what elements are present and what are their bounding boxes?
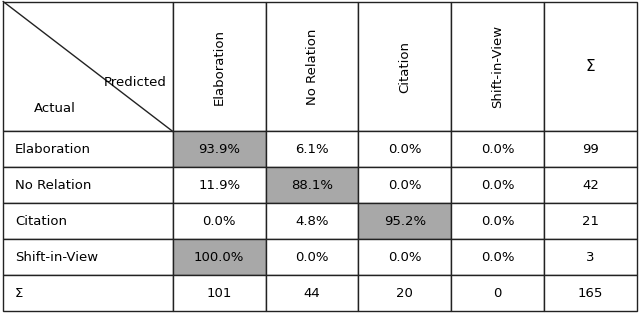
Bar bbox=[358, 2, 451, 131]
Text: Σ: Σ bbox=[15, 287, 24, 300]
Bar bbox=[544, 167, 637, 203]
Bar bbox=[173, 2, 266, 131]
Bar bbox=[451, 239, 544, 275]
Text: 88.1%: 88.1% bbox=[291, 179, 333, 192]
Bar bbox=[451, 203, 544, 239]
Bar bbox=[173, 275, 266, 311]
Text: 95.2%: 95.2% bbox=[384, 215, 426, 228]
Text: 101: 101 bbox=[207, 287, 232, 300]
Bar bbox=[173, 203, 266, 239]
Bar bbox=[544, 275, 637, 311]
Text: 0.0%: 0.0% bbox=[481, 179, 515, 192]
Bar bbox=[358, 131, 451, 167]
Text: 0.0%: 0.0% bbox=[295, 251, 329, 264]
Text: No Relation: No Relation bbox=[305, 28, 319, 105]
Bar bbox=[451, 2, 544, 131]
Text: Shift-in-View: Shift-in-View bbox=[491, 25, 504, 108]
Text: 0: 0 bbox=[493, 287, 502, 300]
Text: 0.0%: 0.0% bbox=[388, 251, 422, 264]
Text: Predicted: Predicted bbox=[104, 76, 167, 89]
Text: 0.0%: 0.0% bbox=[481, 143, 515, 156]
Bar bbox=[358, 239, 451, 275]
Text: Citation: Citation bbox=[15, 215, 67, 228]
Text: 42: 42 bbox=[582, 179, 599, 192]
Bar bbox=[3, 239, 173, 275]
Bar bbox=[358, 203, 451, 239]
Text: 11.9%: 11.9% bbox=[198, 179, 240, 192]
Text: Shift-in-View: Shift-in-View bbox=[15, 251, 98, 264]
Text: 0.0%: 0.0% bbox=[481, 251, 515, 264]
Bar bbox=[358, 275, 451, 311]
Text: 3: 3 bbox=[586, 251, 595, 264]
Bar bbox=[3, 167, 173, 203]
Bar bbox=[544, 131, 637, 167]
Text: Elaboration: Elaboration bbox=[212, 28, 226, 105]
Bar bbox=[451, 131, 544, 167]
Text: 0.0%: 0.0% bbox=[202, 215, 236, 228]
Bar bbox=[3, 203, 173, 239]
Bar bbox=[266, 239, 358, 275]
Text: Σ: Σ bbox=[586, 59, 595, 74]
Bar bbox=[451, 275, 544, 311]
Bar bbox=[266, 275, 358, 311]
Text: 6.1%: 6.1% bbox=[295, 143, 329, 156]
Text: 100.0%: 100.0% bbox=[194, 251, 244, 264]
Bar bbox=[544, 2, 637, 131]
Text: Elaboration: Elaboration bbox=[15, 143, 91, 156]
Bar bbox=[3, 131, 173, 167]
Text: 20: 20 bbox=[396, 287, 413, 300]
Bar bbox=[544, 239, 637, 275]
Text: No Relation: No Relation bbox=[15, 179, 92, 192]
Bar bbox=[358, 167, 451, 203]
Bar bbox=[173, 239, 266, 275]
Bar bbox=[266, 2, 358, 131]
Text: 99: 99 bbox=[582, 143, 599, 156]
Text: 0.0%: 0.0% bbox=[388, 179, 422, 192]
Bar bbox=[266, 131, 358, 167]
Text: 44: 44 bbox=[303, 287, 321, 300]
Text: Actual: Actual bbox=[34, 102, 76, 115]
Text: 0.0%: 0.0% bbox=[481, 215, 515, 228]
Bar bbox=[266, 203, 358, 239]
Bar bbox=[3, 2, 173, 131]
Text: Citation: Citation bbox=[398, 40, 412, 93]
Text: 165: 165 bbox=[578, 287, 603, 300]
Text: 4.8%: 4.8% bbox=[295, 215, 329, 228]
Text: 21: 21 bbox=[582, 215, 599, 228]
Bar bbox=[266, 167, 358, 203]
Bar bbox=[3, 275, 173, 311]
Bar bbox=[544, 203, 637, 239]
Text: 0.0%: 0.0% bbox=[388, 143, 422, 156]
Bar bbox=[451, 167, 544, 203]
Text: 93.9%: 93.9% bbox=[198, 143, 240, 156]
Bar bbox=[173, 131, 266, 167]
Bar bbox=[173, 167, 266, 203]
